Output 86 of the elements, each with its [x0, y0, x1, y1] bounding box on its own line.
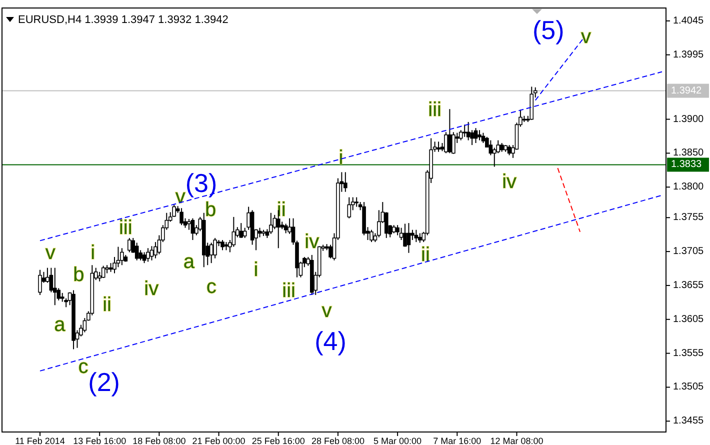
- y-tick-label: 1.3755: [673, 212, 704, 224]
- candlestick: [38, 269, 42, 296]
- ref-line-label: 1.3833: [671, 159, 702, 170]
- candlestick: [444, 132, 448, 154]
- text: EURUSD,H4 1.3939 1.3947 1.3932 1.3942: [18, 14, 228, 26]
- candlestick: [172, 204, 176, 218]
- annotation: ii: [421, 244, 430, 266]
- annotation: a: [54, 314, 66, 336]
- y-tick-label: 1.3900: [673, 114, 704, 125]
- candlestick: [396, 224, 400, 236]
- annotation: c: [78, 356, 88, 378]
- y-tick-label: 1.3850: [673, 148, 704, 159]
- candlestick: [269, 212, 273, 234]
- y-tick-label: 1.3995: [673, 49, 704, 60]
- y-tick-label: 1.3800: [673, 182, 704, 193]
- y-tick-label: 1.3605: [673, 314, 704, 325]
- candlestick: [478, 130, 482, 141]
- candlestick: [507, 144, 512, 156]
- y-tick-label: 1.3555: [673, 348, 704, 359]
- candlestick: [436, 141, 440, 152]
- candlestick: [190, 218, 195, 241]
- x-tick-label: 25 Feb 16:00: [252, 436, 305, 445]
- annotation: b: [73, 264, 84, 286]
- candlestick: [474, 128, 478, 144]
- y-tick-label: 1.3655: [673, 280, 704, 291]
- x-tick-label: 28 Feb 08:00: [311, 436, 364, 445]
- candlestick: [180, 208, 184, 226]
- x-tick-label: 11 Feb 2014: [15, 436, 65, 445]
- annotation: iv: [144, 278, 159, 300]
- candlestick: [344, 172, 348, 192]
- candlestick: [127, 237, 132, 253]
- annotation: i: [254, 259, 258, 281]
- annotation: i: [338, 147, 344, 169]
- annotation: iii: [282, 280, 296, 302]
- annotation: v: [45, 242, 56, 264]
- candlestick: [209, 242, 214, 264]
- candlestick: [120, 248, 124, 266]
- annotation: iii: [118, 217, 132, 239]
- candlestick: [142, 252, 146, 264]
- candlestick: [347, 196, 352, 219]
- candlestick: [101, 265, 106, 279]
- candlestick: [481, 132, 486, 144]
- annotation: (4): [314, 326, 346, 356]
- candlestick: [239, 222, 244, 238]
- candlestick: [187, 218, 191, 230]
- annotation: i: [90, 242, 96, 264]
- ref-line-label: 1.3942: [671, 85, 702, 96]
- annotation: iv: [502, 171, 517, 193]
- candlestick: [418, 232, 422, 244]
- annotation: (3): [185, 168, 218, 198]
- annotation: c: [206, 276, 216, 298]
- candlestick: [242, 227, 247, 238]
- annotation: iv: [304, 231, 320, 253]
- candlestick: [406, 222, 411, 254]
- y-tick-label: 1.3505: [673, 382, 704, 393]
- candlestick: [213, 237, 217, 259]
- annotation: v: [175, 186, 186, 208]
- annotation: (2): [88, 367, 120, 397]
- x-tick-label: 18 Feb 08:00: [132, 436, 186, 445]
- annotation: a: [183, 251, 196, 273]
- candlestick: [448, 108, 452, 154]
- annotation: ii: [102, 294, 112, 316]
- x-tick-label: 5 Mar 00:00: [374, 436, 422, 445]
- candlestick: [414, 229, 418, 243]
- candlestick: [370, 229, 374, 243]
- annotation: (5): [532, 15, 564, 45]
- candlestick: [134, 242, 139, 261]
- x-tick-label: 7 Mar 16:00: [433, 436, 482, 445]
- annotation: v: [581, 26, 592, 48]
- candlestick: [53, 267, 57, 306]
- annotation: b: [205, 199, 216, 221]
- candlestick: [138, 250, 142, 261]
- annotation: iii: [428, 99, 442, 121]
- y-tick-label: 1.3455: [673, 416, 704, 427]
- candlestick: [466, 121, 470, 141]
- y-tick-label: 1.3705: [673, 246, 704, 258]
- candlestick: [146, 248, 150, 262]
- candlestick: [220, 240, 224, 251]
- x-tick-label: 21 Feb 00:00: [192, 436, 246, 445]
- candlestick: [462, 124, 466, 138]
- x-tick-label: 12 Mar 08:00: [490, 436, 544, 445]
- y-tick-label: 1.4045: [673, 15, 704, 26]
- annotation: v: [322, 300, 332, 322]
- candlestick: [354, 196, 358, 208]
- x-tick-label: 13 Feb 16:00: [73, 436, 126, 445]
- candlestick: [410, 229, 414, 241]
